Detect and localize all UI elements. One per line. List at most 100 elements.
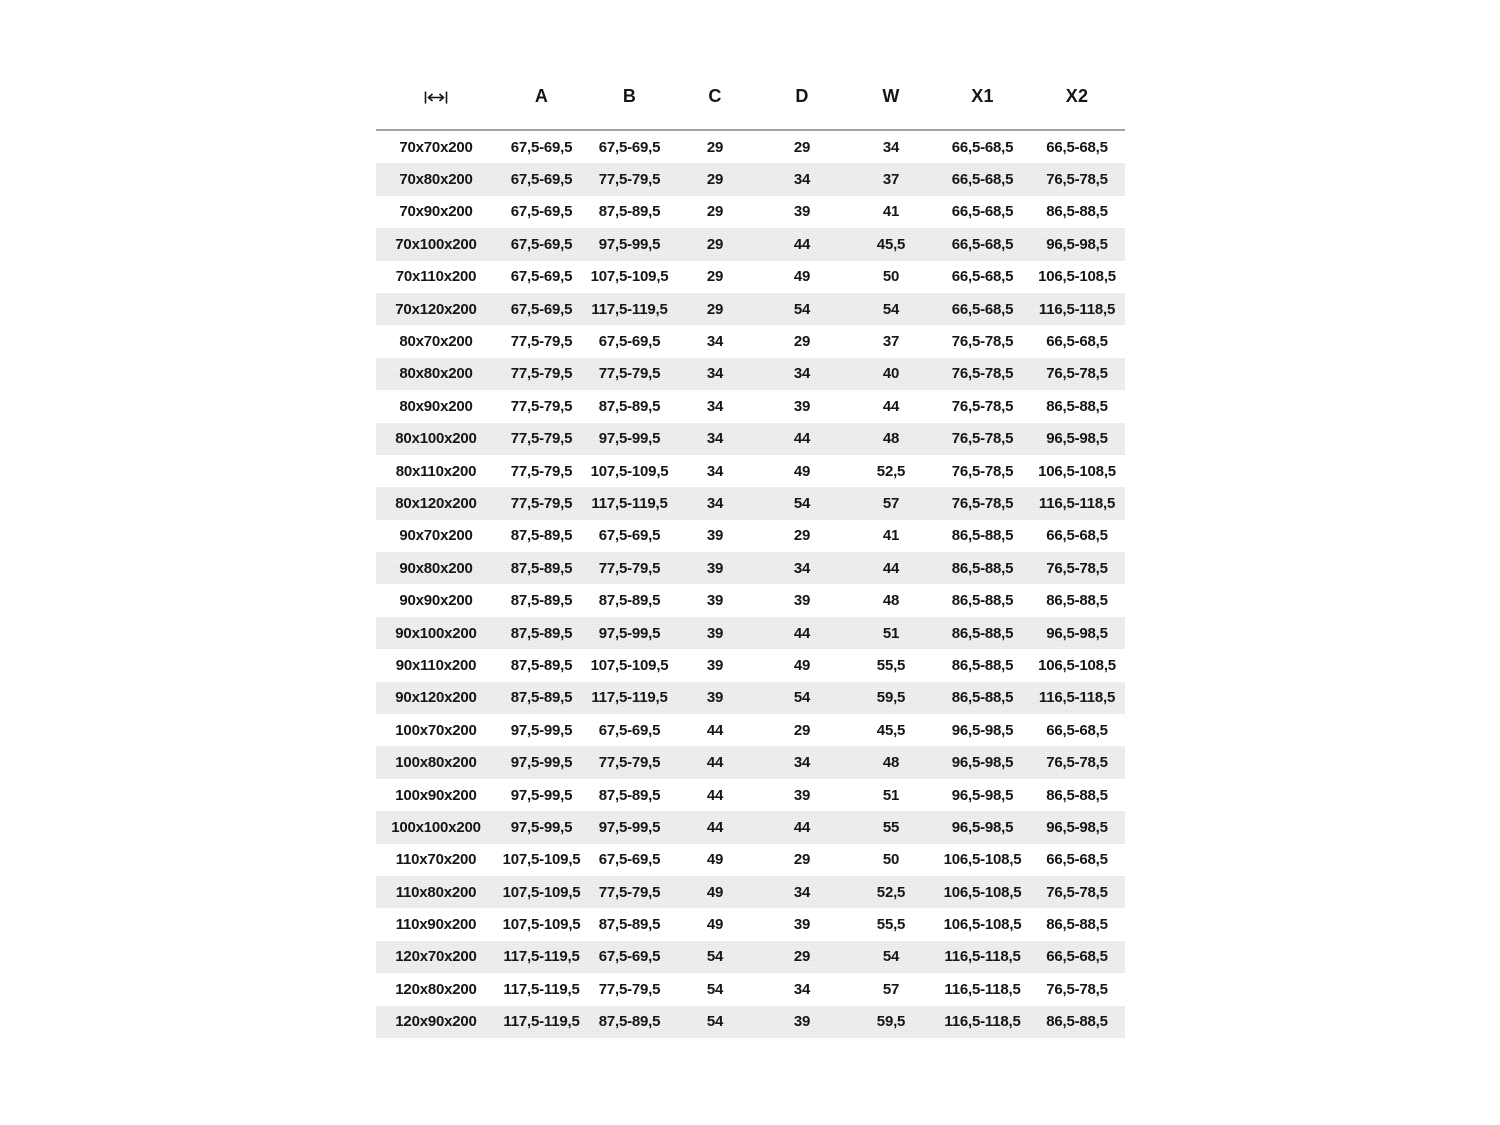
value-cell: 97,5-99,5	[510, 721, 573, 739]
value-cell: 34	[758, 163, 846, 196]
value-cell: 37	[846, 163, 936, 196]
value-cell: 97,5-99,5	[587, 422, 672, 455]
value-cell: 66,5-68,5	[936, 163, 1029, 196]
value-cell: 96,5-98,5	[1029, 811, 1125, 844]
size-cell: 70x80x200	[376, 163, 496, 196]
size-cell: 90x110x200	[395, 656, 477, 674]
value-cell: 87,5-89,5	[496, 552, 587, 585]
value-cell: 29	[706, 203, 724, 221]
value-cell: 107,5-109,5	[496, 875, 587, 909]
value-cell: 29	[793, 333, 811, 351]
value-cell: 76,5-78,5	[1029, 357, 1125, 391]
value-cell: 117,5-119,5	[587, 681, 672, 715]
table-row: 80x100x200 77,5-79,5 97,5-99,5 34 44 48 76,5-7…	[376, 422, 1125, 455]
value-cell: 54	[846, 292, 936, 326]
table-row: 90x100x200 87,5-89,5 97,5-99,5 39 44 51 86,5-8…	[376, 616, 1125, 650]
value-cell: 29	[706, 138, 724, 156]
value-cell: 34	[758, 746, 846, 779]
size-column-header	[376, 64, 496, 131]
value-cell: 45,5	[846, 228, 936, 261]
value-cell: 34	[758, 357, 846, 391]
value-cell: 77,5-79,5	[496, 357, 587, 391]
column-header-c: C	[672, 64, 758, 131]
value-cell: 66,5-68,5	[936, 228, 1029, 261]
header-row: A B C D W X1 X2	[376, 64, 1125, 131]
value-cell: 67,5-69,5	[598, 851, 661, 869]
value-cell: 34	[672, 422, 758, 455]
value-cell: 77,5-79,5	[598, 980, 661, 998]
column-header-w: W	[846, 64, 936, 131]
value-cell: 76,5-78,5	[936, 357, 1029, 391]
value-cell: 86,5-88,5	[936, 552, 1029, 585]
value-cell: 29	[672, 163, 758, 196]
value-cell: 76,5-78,5	[936, 487, 1029, 520]
value-cell: 117,5-119,5	[587, 292, 672, 326]
value-cell: 54	[846, 940, 936, 974]
value-cell: 76,5-78,5	[951, 397, 1014, 415]
value-cell: 117,5-119,5	[587, 487, 672, 520]
size-cell: 80x120x200	[376, 487, 496, 520]
value-cell: 106,5-108,5	[1038, 656, 1116, 674]
value-cell: 96,5-98,5	[1029, 228, 1125, 261]
size-cell: 80x90x200	[399, 397, 473, 415]
value-cell: 106,5-108,5	[943, 916, 1022, 934]
column-header-d: D	[758, 64, 846, 131]
value-cell: 67,5-69,5	[496, 228, 587, 261]
table-row: 80x90x200 77,5-79,5 87,5-89,5 34 39 44 76,5-78…	[376, 390, 1125, 422]
value-cell: 86,5-88,5	[936, 681, 1029, 715]
value-cell: 117,5-119,5	[496, 940, 587, 974]
value-cell: 44	[706, 721, 724, 739]
table-row: 100x100x200 97,5-99,5 97,5-99,5 44 44 55 96,5-…	[376, 811, 1125, 844]
value-cell: 116,5-118,5	[1029, 681, 1125, 715]
table-row: 90x80x200 87,5-89,5 77,5-79,5 39 34 44 86,5-88…	[376, 552, 1125, 585]
value-cell: 34	[758, 875, 846, 909]
value-cell: 86,5-88,5	[1046, 786, 1108, 804]
value-cell: 116,5-118,5	[1029, 487, 1125, 520]
value-cell: 44	[758, 616, 846, 650]
value-cell: 44	[882, 397, 900, 415]
value-cell: 87,5-89,5	[496, 681, 587, 715]
size-cell: 120x90x200	[376, 1005, 496, 1038]
value-cell: 51	[882, 786, 900, 804]
value-cell: 54	[758, 681, 846, 715]
value-cell: 49	[706, 851, 724, 869]
value-cell: 51	[846, 616, 936, 650]
value-cell: 34	[758, 552, 846, 585]
table-row: 80x120x200 77,5-79,5 117,5-119,5 34 54 57 76,5…	[376, 487, 1125, 520]
size-cell: 120x70x200	[376, 940, 496, 974]
value-cell: 55,5	[876, 916, 906, 934]
value-cell: 107,5-109,5	[590, 656, 669, 674]
table-row: 70x100x200 67,5-69,5 97,5-99,5 29 44 45,5 66,5…	[376, 228, 1125, 261]
value-cell: 54	[672, 1005, 758, 1038]
value-cell: 66,5-68,5	[1029, 940, 1125, 974]
value-cell: 34	[672, 357, 758, 391]
value-cell: 66,5-68,5	[1046, 138, 1108, 156]
value-cell: 39	[672, 681, 758, 715]
value-cell: 86,5-88,5	[936, 616, 1029, 650]
value-cell: 44	[846, 552, 936, 585]
value-cell: 87,5-89,5	[598, 786, 661, 804]
value-cell: 116,5-118,5	[936, 940, 1029, 974]
value-cell: 76,5-78,5	[1029, 746, 1125, 779]
value-cell: 48	[846, 422, 936, 455]
value-cell: 77,5-79,5	[587, 552, 672, 585]
table-row: 90x70x200 87,5-89,5 67,5-69,5 39 29 41 86,5-88…	[376, 520, 1125, 552]
value-cell: 29	[672, 292, 758, 326]
value-cell: 76,5-78,5	[936, 422, 1029, 455]
value-cell: 77,5-79,5	[510, 333, 573, 351]
value-cell: 107,5-109,5	[590, 462, 669, 480]
value-cell: 49	[793, 656, 811, 674]
value-cell: 57	[846, 487, 936, 520]
size-cell: 80x70x200	[399, 333, 473, 351]
value-cell: 107,5-109,5	[502, 916, 581, 934]
value-cell: 116,5-118,5	[944, 980, 1021, 998]
size-cell: 70x70x200	[399, 138, 473, 156]
value-cell: 29	[706, 268, 724, 286]
value-cell: 87,5-89,5	[587, 1005, 672, 1038]
column-header-x1: X1	[936, 64, 1029, 131]
value-cell: 66,5-68,5	[936, 292, 1029, 326]
value-cell: 49	[672, 875, 758, 909]
value-cell: 86,5-88,5	[951, 656, 1014, 674]
value-cell: 67,5-69,5	[598, 527, 661, 545]
